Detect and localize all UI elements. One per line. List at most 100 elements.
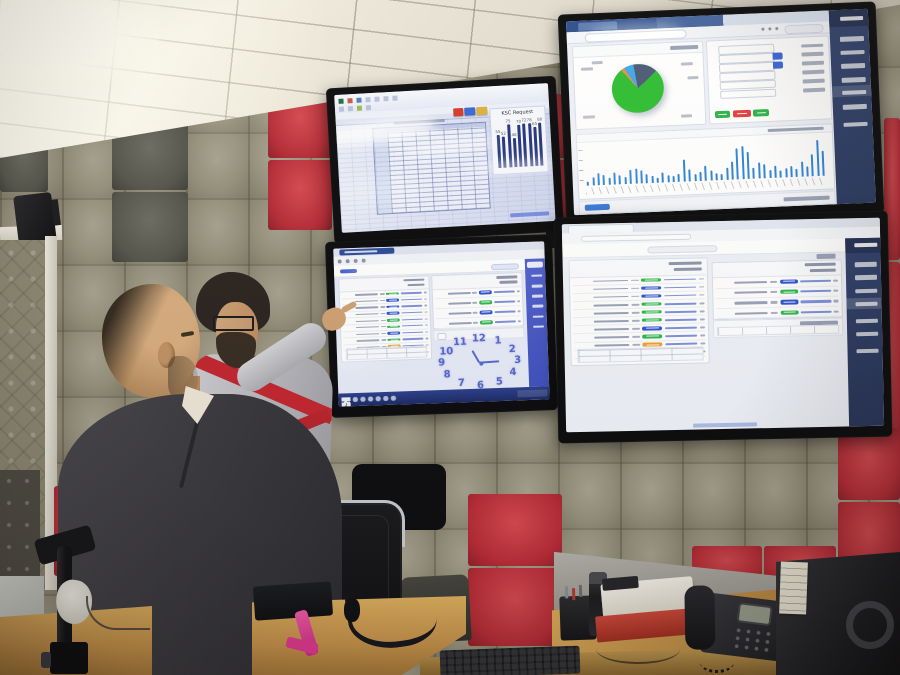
sidebar-menu-item[interactable] — [532, 315, 544, 319]
clock-number: 5 — [495, 376, 504, 388]
cell-text — [448, 321, 472, 325]
field-label — [802, 79, 825, 84]
status-badge — [387, 338, 401, 342]
sidebar-menu-item[interactable] — [840, 49, 865, 56]
status-badge — [387, 331, 401, 335]
yellow-highlight-cell[interactable] — [476, 106, 488, 116]
sidebar-menu-item[interactable] — [531, 294, 544, 298]
status-badge — [642, 326, 663, 331]
subtable-columns — [716, 324, 840, 336]
status-badge — [386, 311, 400, 315]
ceiling-light — [0, 0, 160, 84]
cell-text — [380, 339, 387, 341]
windows-taskbar[interactable] — [338, 386, 550, 407]
sidebar-menu-item[interactable] — [856, 318, 878, 324]
panel-header — [572, 41, 703, 59]
sidebar-menu-item[interactable] — [842, 103, 868, 110]
cell-text — [734, 280, 768, 284]
cell-text — [592, 287, 629, 291]
cell-text — [800, 279, 831, 283]
cell-text — [700, 326, 706, 329]
sidebar-navigation — [524, 258, 550, 388]
search-input[interactable] — [784, 23, 824, 35]
pointing-finger — [340, 300, 358, 314]
phone-handset[interactable] — [684, 585, 716, 650]
status-badge — [478, 290, 492, 295]
cell-text — [699, 302, 705, 304]
search-button[interactable] — [714, 110, 731, 119]
sidebar-menu-item[interactable] — [855, 288, 878, 294]
calendar-icon[interactable] — [772, 52, 783, 60]
cell-text — [494, 310, 516, 313]
y-axis-ticks — [578, 149, 584, 186]
filter-form-panel — [705, 35, 833, 125]
select-input[interactable] — [720, 88, 777, 100]
clock-number: 2 — [508, 343, 516, 355]
sidebar-menu-item[interactable] — [839, 36, 865, 42]
clear-button[interactable] — [732, 110, 752, 118]
pie-callout-label — [583, 115, 596, 119]
sidebar-menu-item[interactable] — [855, 275, 877, 281]
red-highlight-cell[interactable] — [452, 107, 464, 117]
cell-text — [400, 291, 422, 294]
sidebar-menu-item[interactable] — [530, 274, 543, 278]
sidebar-menu-item[interactable] — [854, 261, 877, 267]
phone-keypad[interactable] — [731, 625, 774, 655]
cell-text — [423, 291, 427, 294]
status-table — [573, 275, 706, 359]
cell-text — [401, 318, 423, 321]
data-table[interactable] — [372, 121, 491, 215]
cell-text — [664, 326, 698, 329]
sidebar-menu-item[interactable] — [532, 325, 545, 329]
cell-text — [631, 311, 640, 314]
status-badge — [779, 279, 798, 284]
sidebar-menu-item[interactable] — [843, 121, 868, 128]
cell-text — [664, 334, 698, 337]
export-button[interactable] — [753, 109, 770, 117]
sidebar-menu-item[interactable] — [531, 284, 543, 288]
cell-text — [833, 289, 839, 292]
footer-watermark — [693, 422, 757, 428]
cell-text — [664, 302, 697, 305]
cell-text — [734, 301, 768, 305]
field-label — [801, 52, 824, 57]
clock-number: 9 — [437, 357, 446, 370]
sidebar-menu-item[interactable] — [841, 76, 867, 83]
cell-text — [425, 337, 429, 340]
status-badge — [642, 342, 663, 347]
cell-text — [699, 318, 706, 321]
cell-text — [770, 311, 778, 314]
sidebar-menu-item[interactable] — [856, 348, 879, 354]
status-badge — [641, 302, 662, 307]
cell-text — [401, 324, 423, 327]
sidebar-menu-item[interactable] — [840, 63, 866, 69]
cell-text — [593, 303, 629, 307]
sidebar-menu-item[interactable] — [856, 331, 879, 337]
cell-text — [380, 332, 386, 335]
cell-text — [631, 319, 640, 322]
report-button[interactable] — [584, 203, 611, 212]
calendar-icon[interactable] — [772, 61, 783, 69]
status-badge — [479, 300, 493, 305]
monitor-top-right — [557, 1, 885, 227]
screen-dashboard-bottom — [561, 217, 885, 433]
sidebar-menu-item[interactable] — [855, 301, 878, 307]
blue-highlight-cell[interactable] — [464, 107, 476, 117]
desk-phone[interactable] — [680, 584, 792, 670]
cell-text — [735, 311, 769, 315]
red-acoustic-panel — [468, 568, 562, 646]
clock-number: 11 — [452, 336, 468, 348]
system-tray[interactable] — [517, 389, 548, 398]
cell-text — [423, 304, 428, 307]
cell-text — [631, 295, 640, 298]
cell-text — [664, 318, 698, 321]
cell-text — [663, 294, 697, 297]
keyboard[interactable] — [439, 645, 581, 675]
cell-text — [632, 335, 640, 338]
sidebar-header — [526, 261, 544, 269]
sidebar-menu-item[interactable] — [531, 304, 544, 308]
queue-table-panel — [712, 259, 843, 320]
sticky-note — [779, 561, 808, 615]
cell-text — [699, 310, 706, 313]
monitor-bottom-right — [553, 210, 893, 444]
